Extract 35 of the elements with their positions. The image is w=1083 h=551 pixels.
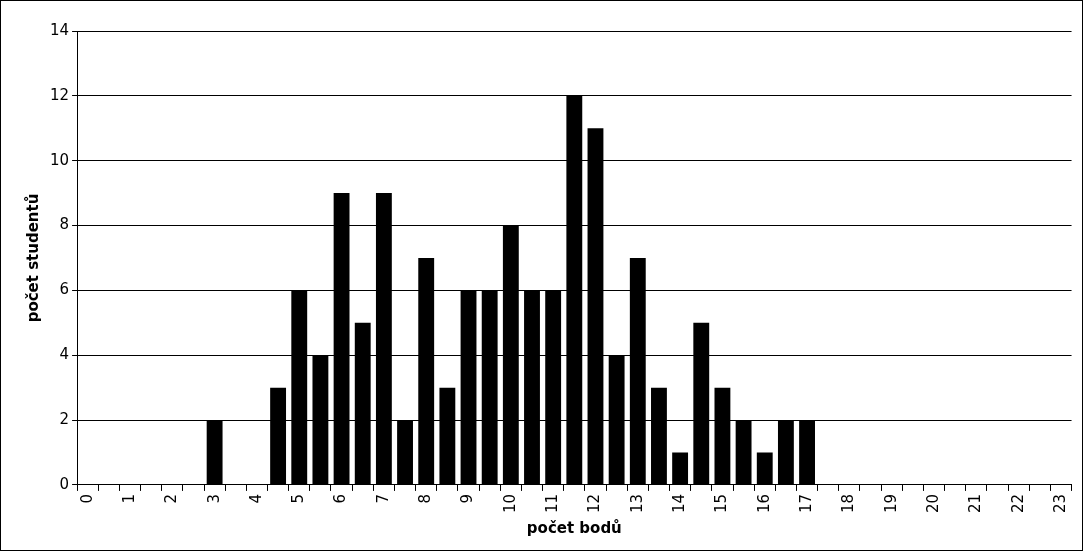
bar [672,452,689,485]
y-tick-label: 6 [59,280,70,299]
x-tick-label: 13 [627,493,646,514]
x-tick-label: 16 [754,493,773,514]
y-tick-label: 12 [49,85,70,104]
x-tick-label: 1 [119,493,138,504]
x-tick-label: 11 [543,493,562,514]
y-tick-label: 14 [49,20,70,39]
bar [756,452,773,485]
x-tick-label: 22 [1008,493,1027,514]
x-tick-label: 2 [162,493,181,504]
x-tick-label: 6 [331,493,350,504]
x-tick-label: 7 [373,493,392,504]
y-tick-label: 10 [49,150,70,169]
x-axis-title: počet bodů [526,518,622,537]
x-tick-label: 8 [416,493,435,504]
x-tick-label: 4 [246,493,265,504]
y-tick-label: 8 [59,215,70,234]
y-axis-title: počet studentů [23,193,42,323]
y-tick-label: 4 [59,345,70,364]
x-tick-label: 15 [712,493,731,514]
x-tick-label: 12 [585,493,604,514]
x-tick-label: 9 [458,493,477,504]
x-tick-label: 17 [796,493,815,514]
x-tick-label: 3 [204,493,223,504]
x-tick-label: 10 [500,493,519,514]
x-tick-label: 0 [77,493,96,504]
x-tick-label: 19 [881,493,900,514]
x-tick-label: 5 [289,493,308,504]
x-tick-label: 20 [923,493,942,514]
x-tick-label: 21 [966,493,985,514]
x-tick-label: 18 [839,493,858,514]
x-tick-label: 14 [670,493,688,514]
y-tick-label: 2 [59,409,70,428]
x-tick-label: 23 [1050,493,1069,514]
